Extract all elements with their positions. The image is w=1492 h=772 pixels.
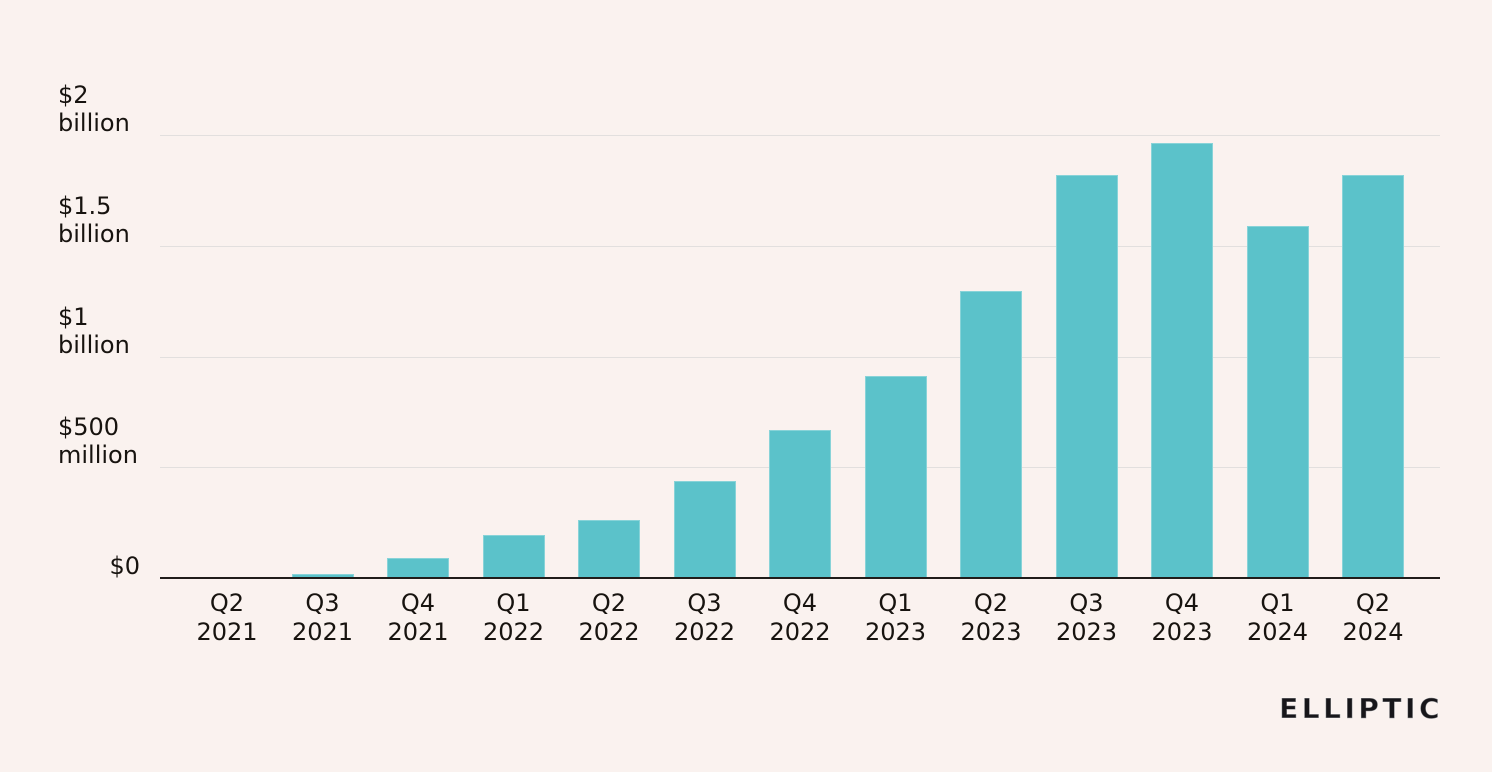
bar-q3-2023 — [1055, 174, 1118, 578]
x-tick-quarter: Q2 — [973, 589, 1009, 617]
elliptic-logo: ELLIPTIC ELLIPTIC — [1279, 692, 1443, 726]
x-tick-label-q3-2022: Q3 2022 — [674, 589, 736, 647]
x-tick-label-q4-2023: Q4 2023 — [1151, 589, 1213, 647]
x-tick-label-q3-2021: Q3 2021 — [292, 589, 354, 647]
bar-q1-2023 — [864, 376, 927, 578]
x-tick-quarter: Q2 — [1355, 589, 1391, 617]
bar-q2-2023 — [960, 291, 1022, 578]
x-tick-quarter: Q4 — [400, 589, 436, 617]
gridline-1500 — [160, 245, 1440, 247]
x-tick-quarter: Q4 — [1164, 589, 1200, 617]
bar-q1-2022 — [482, 534, 545, 578]
x-tick-quarter: Q3 — [1069, 589, 1104, 617]
gridline-2000 — [160, 135, 1440, 136]
x-tick-label-q2-2024: Q2 2024 — [1342, 589, 1404, 647]
x-axis-labels: Q2 2021 Q3 2021 Q4 2021 Q1 2022 Q2 2022 Q3 2022 Q4 20… — [160, 589, 1440, 647]
x-tick-label-q1-2023: Q1 2023 — [865, 589, 927, 647]
bars — [160, 135, 1440, 578]
x-tick-quarter: Q4 — [782, 589, 818, 617]
x-tick-quarter: Q2 — [591, 589, 627, 617]
bar-q2-2022 — [578, 520, 640, 578]
x-tick-year: 2023 — [1055, 618, 1118, 646]
x-tick-quarter: Q2 — [209, 589, 245, 617]
x-tick-year: 2024 — [1246, 618, 1309, 646]
y-tick-line: million — [58, 441, 138, 470]
bar-q4-2022 — [769, 429, 831, 578]
y-tick-line: billion — [58, 109, 130, 137]
bar-q3-2022 — [673, 480, 736, 578]
x-tick-quarter: Q3 — [305, 589, 340, 617]
x-tick-year: 2022 — [482, 618, 545, 646]
x-tick-label-q1-2024: Q1 2024 — [1247, 589, 1309, 647]
x-tick-label-q4-2021: Q4 2021 — [387, 589, 449, 647]
x-tick-year: 2024 — [1342, 618, 1404, 646]
y-tick-line: $2 — [58, 81, 89, 109]
y-tick-label-1000: $1 billion — [58, 303, 140, 359]
x-tick-label-q3-2023: Q3 2023 — [1056, 589, 1118, 647]
x-tick-year: 2021 — [387, 618, 449, 646]
x-tick-year: 2021 — [291, 618, 354, 646]
x-tick-year: 2023 — [960, 618, 1022, 646]
y-tick-label-0: $0 — [58, 552, 140, 580]
bar-q3-2021 — [291, 573, 354, 578]
x-tick-label-q4-2022: Q4 2022 — [769, 589, 831, 647]
x-tick-quarter: Q3 — [687, 589, 722, 617]
x-tick-year: 2023 — [1151, 618, 1213, 646]
x-tick-year: 2022 — [673, 618, 736, 646]
x-tick-quarter: Q1 — [878, 589, 913, 617]
bar-q4-2023 — [1151, 142, 1213, 578]
x-axis-line — [160, 576, 1440, 579]
y-tick-line: $0 — [109, 552, 140, 580]
y-tick-line: billion — [58, 330, 130, 359]
x-tick-quarter: Q1 — [496, 589, 531, 617]
elliptic-logo-text: ELLIPTIC — [1279, 692, 1443, 725]
y-tick-line: billion — [58, 219, 130, 248]
x-tick-year: 2023 — [864, 618, 927, 646]
y-tick-label-2000: $2 billion — [58, 81, 140, 137]
bar-q2-2024 — [1342, 174, 1404, 578]
bar-q1-2024 — [1246, 225, 1309, 578]
x-tick-year: 2022 — [769, 618, 831, 646]
y-tick-line: $1.5 — [58, 191, 112, 220]
y-tick-label-500: $500 million — [58, 413, 140, 469]
bar-q4-2021 — [387, 558, 449, 578]
x-tick-label-q2-2021: Q2 2021 — [196, 589, 258, 647]
x-tick-quarter: Q1 — [1260, 589, 1295, 617]
y-axis-labels: $2 billion $1.5 billion $1 billion $500 million… — [58, 81, 140, 580]
x-tick-year: 2022 — [578, 618, 640, 646]
y-tick-line: $1 — [58, 302, 89, 331]
x-tick-year: 2021 — [196, 618, 258, 646]
x-tick-label-q2-2023: Q2 2023 — [960, 589, 1022, 647]
gridline-1000 — [160, 356, 1440, 358]
x-tick-label-q1-2022: Q1 2022 — [483, 589, 545, 647]
x-tick-label-q2-2022: Q2 2022 — [578, 589, 640, 647]
plot-area — [160, 135, 1440, 579]
y-tick-line: $500 — [58, 413, 120, 442]
y-tick-label-1500: $1.5 billion — [58, 192, 140, 248]
